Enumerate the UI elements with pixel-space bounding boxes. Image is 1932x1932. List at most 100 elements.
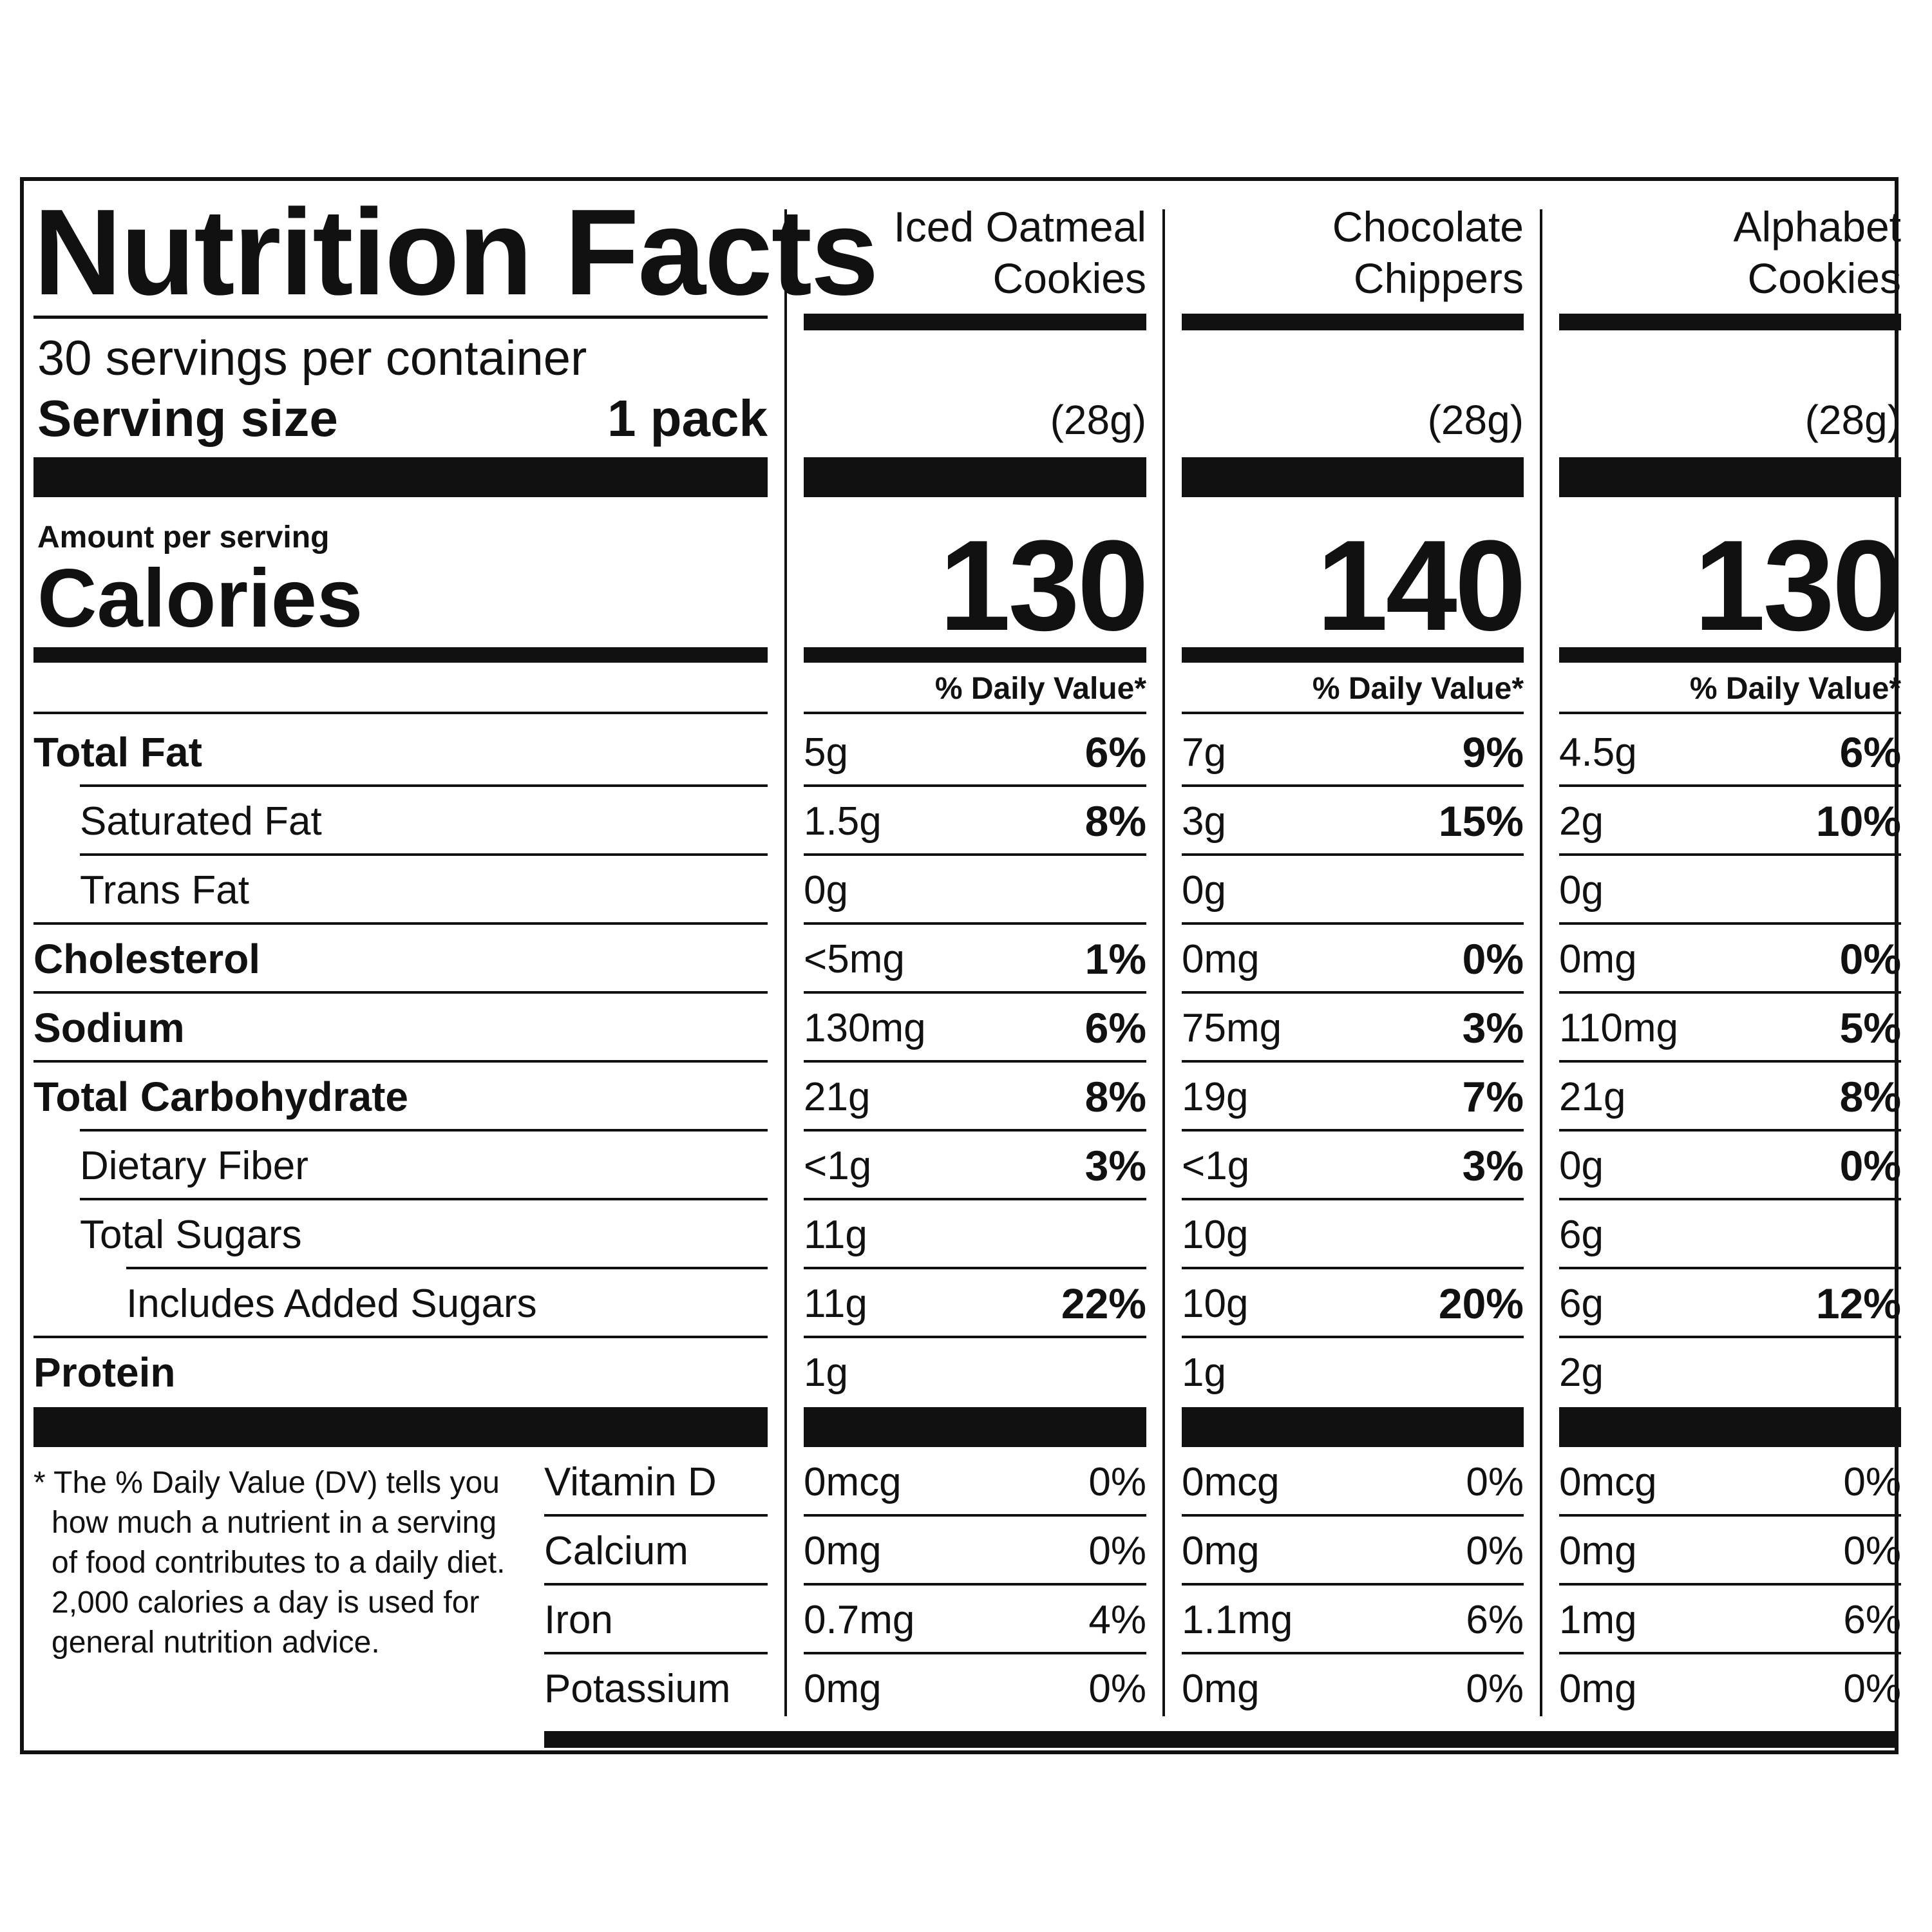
row-divider (1559, 1652, 1901, 1654)
vitamin-daily-value: 0% (1088, 1460, 1146, 1504)
nutrient-amount: 11g (804, 1213, 867, 1257)
calories-bar (804, 647, 1146, 663)
nutrient-amount: 0g (804, 868, 848, 913)
nutrient-amount: 2g (1559, 799, 1604, 844)
row-divider (80, 784, 768, 787)
row-divider (1559, 1267, 1901, 1269)
nutrient-daily-value: 6% (1084, 728, 1146, 776)
nutrient-amount: 2g (1559, 1350, 1604, 1395)
thick-bar-vitamins (1559, 1407, 1901, 1447)
vitamin-name: Vitamin D (544, 1460, 717, 1504)
nutrient-daily-value: 0% (1839, 1142, 1901, 1189)
vitamin-name: Potassium (544, 1667, 731, 1711)
nutrient-amount: 4.5g (1559, 730, 1637, 775)
nutrient-daily-value: 8% (1084, 1073, 1146, 1121)
nutrient-daily-value: 22% (1061, 1280, 1146, 1327)
vitamin-daily-value: 0% (1088, 1529, 1146, 1573)
amount-per-serving: Amount per serving (37, 520, 330, 554)
calories-value: 140 (1316, 514, 1526, 658)
footnote-line: general nutrition advice. (52, 1625, 380, 1660)
nutrient-daily-value: 0% (1839, 935, 1901, 983)
calories-bar (1559, 647, 1901, 663)
nutrient-amount: 19g (1182, 1075, 1249, 1119)
nutrient-amount: 1g (804, 1350, 848, 1395)
calories-label: Calories (37, 553, 363, 645)
nutrient-amount: 75mg (1182, 1006, 1282, 1050)
row-divider (804, 1652, 1146, 1654)
nutrient-amount: 0g (1559, 1144, 1604, 1188)
nutrient-daily-value: 0% (1462, 935, 1524, 983)
nutrient-amount: 0g (1559, 868, 1604, 913)
serving-weight: (28g) (1804, 397, 1901, 443)
row-divider (1559, 1198, 1901, 1200)
daily-value-header: % Daily Value* (1689, 672, 1901, 706)
row-divider (1182, 853, 1524, 856)
row-divider (544, 1583, 768, 1586)
nutrient-amount: 6g (1559, 1282, 1604, 1326)
nutrition-facts-title: Nutrition Facts (33, 184, 879, 321)
row-divider (804, 922, 1146, 925)
serving-weight: (28g) (1050, 397, 1146, 443)
nutrient-name: Sodium (33, 1005, 185, 1051)
nutrient-daily-value: 3% (1462, 1004, 1524, 1052)
nutrient-amount: 10g (1182, 1282, 1249, 1326)
thick-bar-serving (1182, 457, 1524, 497)
row-divider (33, 991, 768, 994)
product-name: Cookies (1747, 254, 1901, 302)
nutrient-daily-value: 5% (1839, 1004, 1901, 1052)
row-divider (1559, 922, 1901, 925)
row-divider (33, 922, 768, 925)
title-divider (33, 316, 768, 319)
row-divider (1182, 1198, 1524, 1200)
nutrient-daily-value: 9% (1462, 728, 1524, 776)
vitamin-daily-value: 0% (1843, 1460, 1901, 1504)
daily-value-header: % Daily Value* (1312, 672, 1524, 706)
calories-bar (33, 647, 768, 663)
vitamin-amount: 1mg (1559, 1598, 1637, 1642)
nutrient-daily-value: 7% (1462, 1073, 1524, 1121)
vitamin-amount: 0mg (1559, 1529, 1637, 1573)
row-divider (80, 1129, 768, 1132)
row-divider (1182, 1060, 1524, 1063)
row-divider (1559, 991, 1901, 994)
nutrition-facts-label (20, 177, 1899, 1754)
nutrient-name: Total Carbohydrate (33, 1074, 408, 1120)
vitamin-name: Calcium (544, 1529, 688, 1573)
serving-size-label: Serving size (37, 390, 338, 447)
dv-header-rule (1559, 712, 1901, 714)
thick-bar-vitamins (1182, 1407, 1524, 1447)
nutrient-amount: <1g (804, 1144, 872, 1188)
nutrient-daily-value: 8% (1084, 797, 1146, 845)
nutrient-daily-value: 6% (1839, 728, 1901, 776)
serving-weight: (28g) (1427, 397, 1524, 443)
footnote-line: of food contributes to a daily diet. (52, 1546, 506, 1580)
vitamin-daily-value: 6% (1843, 1598, 1901, 1642)
vitamin-amount: 0mg (1182, 1667, 1260, 1711)
vitamin-daily-value: 0% (1466, 1667, 1524, 1711)
vitamin-amount: 0mg (804, 1667, 882, 1711)
row-divider (804, 991, 1146, 994)
nutrient-name: Cholesterol (33, 936, 261, 982)
row-divider (544, 1514, 768, 1517)
nutrient-amount: 10g (1182, 1213, 1249, 1257)
thick-bar-serving (33, 457, 768, 497)
footnote-line: 2,000 calories a day is used for (52, 1586, 480, 1620)
nutrient-name: Saturated Fat (80, 799, 322, 844)
row-divider (1182, 1336, 1524, 1338)
column-divider (1162, 209, 1165, 1716)
nutrient-daily-value: 15% (1438, 797, 1524, 845)
row-divider (1559, 853, 1901, 856)
calories-value: 130 (939, 514, 1149, 658)
row-divider (1182, 922, 1524, 925)
nutrient-name: Total Fat (33, 729, 202, 775)
row-divider (1182, 1267, 1524, 1269)
row-divider (1559, 1060, 1901, 1063)
dv-header-rule (1182, 712, 1524, 714)
thick-bar-vitamins (33, 1407, 768, 1447)
nutrient-name: Total Sugars (80, 1213, 302, 1257)
row-divider (1559, 784, 1901, 787)
row-divider (1182, 1583, 1524, 1586)
dv-header-rule (33, 712, 768, 714)
vitamin-amount: 1.1mg (1182, 1598, 1293, 1642)
footnote-line: how much a nutrient in a serving (52, 1506, 497, 1540)
